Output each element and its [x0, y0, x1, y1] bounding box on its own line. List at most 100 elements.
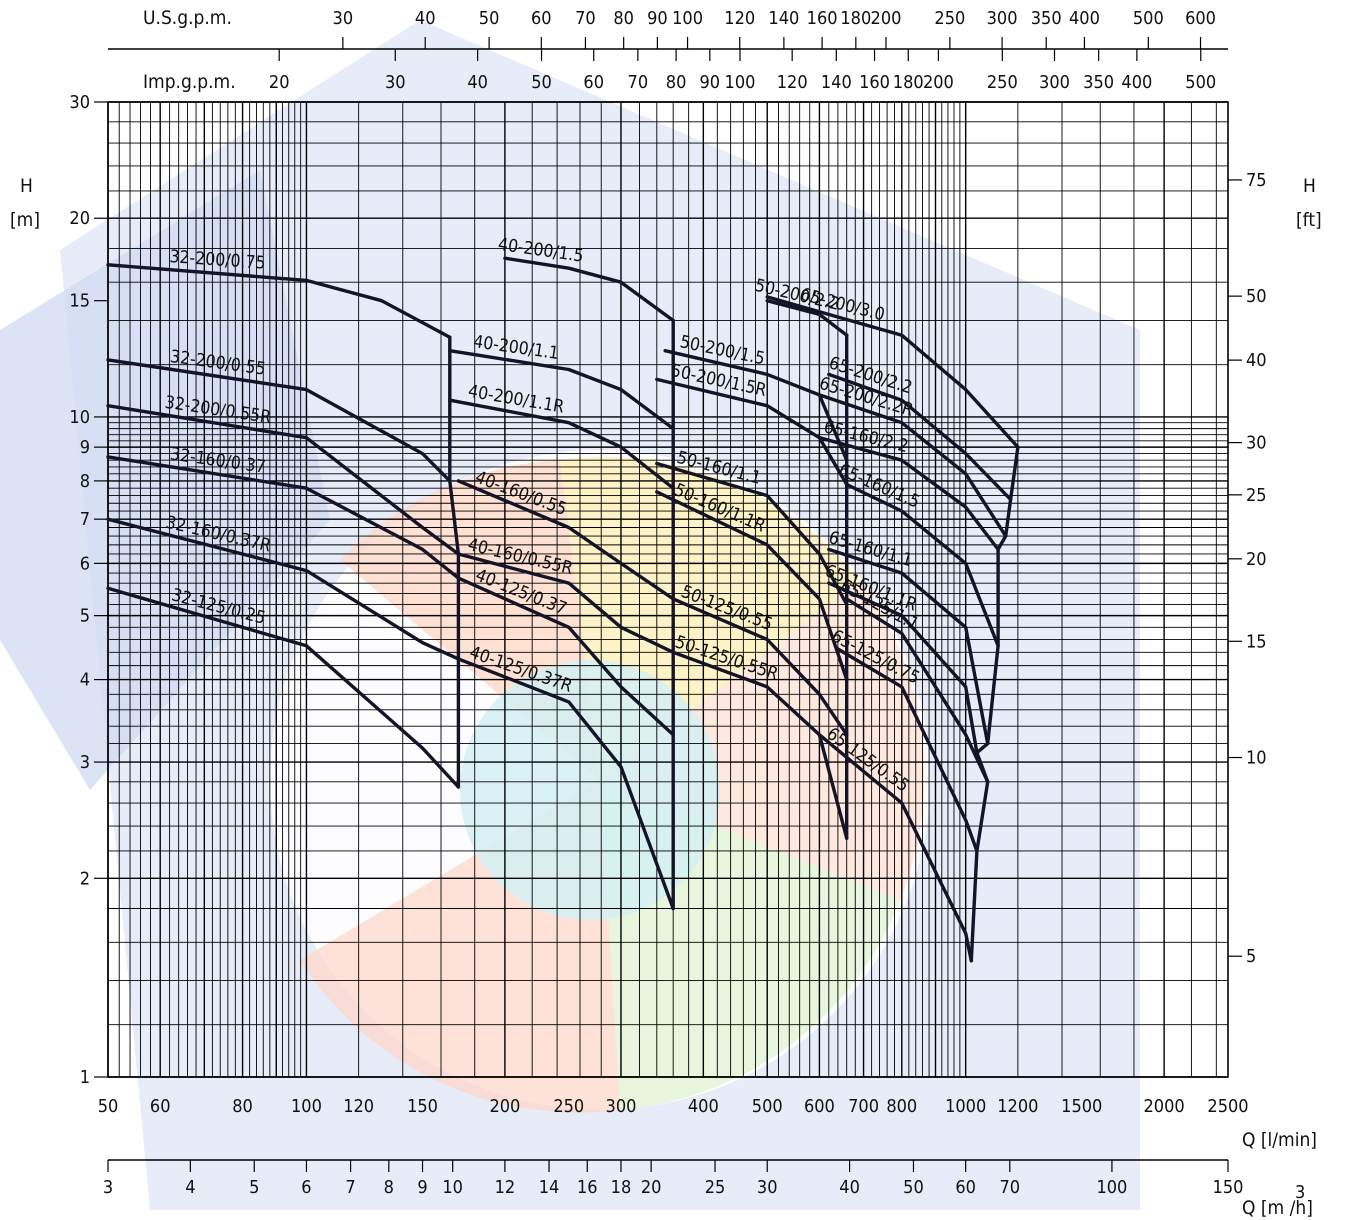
x-tick-lmin: 800: [886, 1096, 917, 1117]
y-tick-ft: 40: [1246, 350, 1267, 371]
x-tick-m3h: 25: [705, 1177, 726, 1198]
x-tick-impgpm: 200: [923, 72, 954, 93]
x-tick-m3h: 12: [495, 1177, 516, 1198]
x-tick-lmin: 1500: [1061, 1096, 1102, 1117]
x-tick-usgpm: 90: [647, 8, 668, 29]
y-tick-m: 10: [69, 407, 90, 428]
curve-32-125/0.25: [106, 586, 461, 789]
x-tick-lmin: 60: [150, 1096, 171, 1117]
curve-65-200/3.0: [765, 295, 1020, 449]
y-tick-m: 9: [80, 437, 90, 458]
envelope-line-0: [448, 335, 461, 789]
y-tick-ft: 30: [1246, 433, 1267, 454]
x-tick-m3h: 3: [103, 1177, 113, 1198]
curve-65-200/2.2R: [817, 393, 1008, 538]
y-tick-ft: 20: [1246, 549, 1267, 570]
x-tick-impgpm: 350: [1083, 72, 1114, 93]
y-tick-ft: 15: [1246, 631, 1267, 652]
x-tick-impgpm: 30: [385, 72, 406, 93]
y-axis-h-label: H: [20, 175, 33, 197]
x-tick-m3h: 14: [539, 1177, 560, 1198]
x-tick-usgpm: 80: [613, 8, 634, 29]
x-tick-impgpm: 140: [821, 72, 852, 93]
curve-65-160/2.2: [817, 436, 1000, 552]
watermark-center-cyan: [460, 660, 720, 920]
y-tick-m: 6: [80, 553, 90, 574]
x-tick-m3h: 18: [611, 1177, 632, 1198]
curve-65-160/1.1R: [827, 581, 979, 755]
x-tick-lmin: 50: [98, 1096, 119, 1117]
x-tick-lmin: 600: [804, 1096, 835, 1117]
envelope-line-3: [969, 445, 1020, 963]
x-tick-impgpm: 250: [987, 72, 1018, 93]
curve-65-160/1.5: [845, 482, 1000, 648]
x-tick-lmin: 2500: [1207, 1096, 1248, 1117]
y-axis-h-ft-label: H: [1303, 175, 1316, 197]
x-tick-lmin: 500: [752, 1096, 783, 1117]
x-tick-lmin: 2000: [1144, 1096, 1185, 1117]
x-tick-impgpm: 60: [583, 72, 604, 93]
x-tick-impgpm: 300: [1039, 72, 1070, 93]
x-axis-usgpm-label: U.S.g.p.m.: [143, 7, 232, 29]
y-tick-m: 3: [80, 752, 90, 773]
x-tick-lmin: 1000: [945, 1096, 986, 1117]
y-tick-ft: 5: [1246, 946, 1256, 967]
x-tick-lmin: 1200: [997, 1096, 1038, 1117]
x-tick-m3h: 8: [384, 1177, 394, 1198]
curve-65-200/2.2: [827, 372, 1013, 502]
x-tick-usgpm: 60: [531, 8, 552, 29]
y-tick-m: 30: [69, 92, 90, 113]
x-tick-lmin: 250: [553, 1096, 584, 1117]
x-tick-m3h: 7: [345, 1177, 355, 1198]
y-tick-m: 4: [80, 670, 90, 691]
curve-32-200/0.55: [106, 358, 452, 483]
curve-32-200/0.75: [106, 263, 452, 339]
curve-50-160/1.1R: [655, 490, 849, 682]
curve-40-200/1.1: [448, 349, 675, 431]
y-tick-ft: 25: [1246, 485, 1267, 506]
chart-curves: [106, 256, 1020, 963]
x-tick-usgpm: 350: [1031, 8, 1062, 29]
y-tick-m: 1: [80, 1067, 90, 1088]
x-tick-lmin: 80: [232, 1096, 253, 1117]
x-tick-impgpm: 120: [777, 72, 808, 93]
y-tick-ft: 75: [1246, 170, 1267, 191]
x-tick-usgpm: 70: [575, 8, 596, 29]
x-tick-usgpm: 250: [934, 8, 965, 29]
y-tick-ft: 10: [1246, 748, 1267, 769]
x-tick-m3h: 40: [839, 1177, 860, 1198]
x-tick-m3h: 9: [417, 1177, 427, 1198]
x-tick-usgpm: 600: [1185, 8, 1216, 29]
x-tick-m3h: 50: [903, 1177, 924, 1198]
y-axis-h-ft-unit: [ft]: [1296, 209, 1322, 231]
curve-65-125/0.75: [836, 647, 979, 853]
x-axis-q-lmin-label: Q [l/min]: [1242, 1129, 1317, 1151]
curve-50-125/0.55R: [671, 650, 849, 840]
x-tick-m3h: 30: [757, 1177, 778, 1198]
x-tick-lmin: 700: [848, 1096, 879, 1117]
x-tick-m3h: 60: [955, 1177, 976, 1198]
x-tick-lmin: 200: [489, 1096, 520, 1117]
x-tick-m3h: 16: [577, 1177, 598, 1198]
x-tick-m3h: 10: [442, 1177, 463, 1198]
x-tick-impgpm: 500: [1185, 72, 1216, 93]
x-tick-usgpm: 140: [768, 8, 799, 29]
curve-50-200/1.5R: [655, 377, 849, 487]
x-tick-usgpm: 180: [840, 8, 871, 29]
curve-65-125/1.1: [845, 597, 990, 784]
x-tick-impgpm: 100: [725, 72, 756, 93]
x-tick-impgpm: 160: [859, 72, 890, 93]
x-tick-usgpm: 200: [871, 8, 902, 29]
x-tick-usgpm: 50: [479, 8, 500, 29]
x-tick-m3h: 70: [999, 1177, 1020, 1198]
x-tick-usgpm: 400: [1069, 8, 1100, 29]
x-tick-lmin: 400: [688, 1096, 719, 1117]
x-tick-impgpm: 80: [666, 72, 687, 93]
y-tick-m: 15: [69, 291, 90, 312]
x-axis-q-m3h-superscript: 3: [1295, 1182, 1305, 1203]
x-tick-m3h: 6: [301, 1177, 311, 1198]
x-tick-lmin: 300: [606, 1096, 637, 1117]
x-tick-impgpm: 40: [467, 72, 488, 93]
x-tick-lmin: 120: [343, 1096, 374, 1117]
